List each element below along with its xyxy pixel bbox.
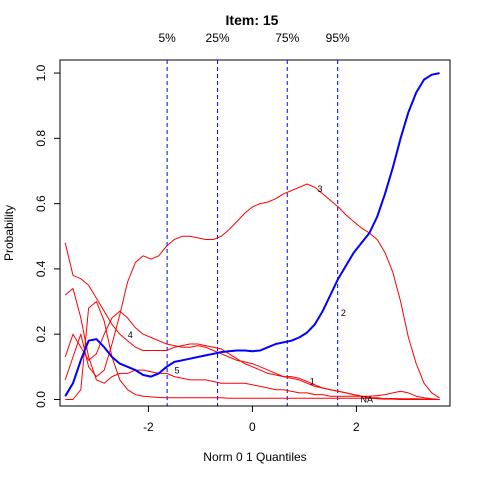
y-axis: 0.0 0.2 0.4 0.6 0.8 1.0 <box>34 64 61 408</box>
y-tick-label: 0.6 <box>34 195 48 212</box>
y-tick-label: 0.8 <box>34 130 48 147</box>
curve-label: NA <box>361 394 374 404</box>
quantile-labels: 5% 25% 75% 95% <box>158 31 350 45</box>
y-tick-label: 0.0 <box>34 391 48 408</box>
y-tick-label: 1.0 <box>34 64 48 81</box>
curve-label: 1 <box>310 377 315 387</box>
series-line-option-2 <box>64 72 440 397</box>
quantile-label: 5% <box>158 31 176 45</box>
series-line-option-1 <box>64 242 440 400</box>
series-line-option-NA <box>65 301 440 400</box>
y-tick-label: 0.2 <box>34 326 48 343</box>
quantile-label: 75% <box>275 31 299 45</box>
quantile-lines <box>166 60 339 406</box>
curve-labels: 3 2 4 5 1 NA <box>128 184 373 405</box>
chart-title: Item: 15 <box>226 12 279 28</box>
x-tick-label: 2 <box>353 420 360 434</box>
x-tick-label: -2 <box>143 420 154 434</box>
x-axis: -2 0 2 <box>143 405 360 434</box>
series-lines <box>64 72 440 400</box>
quantile-label: 25% <box>206 31 230 45</box>
curve-label: 5 <box>174 366 179 376</box>
curve-label: 3 <box>317 184 322 194</box>
x-tick-label: 0 <box>249 420 256 434</box>
plot-frame <box>59 59 451 407</box>
x-axis-title: Norm 0 1 Quantiles <box>203 450 306 464</box>
curve-label: 2 <box>341 308 346 318</box>
quantile-label: 95% <box>326 31 350 45</box>
series-line-option-4 <box>64 310 440 400</box>
curve-label: 4 <box>128 330 133 340</box>
y-tick-label: 0.4 <box>34 260 48 277</box>
y-axis-title: Probability <box>2 205 16 261</box>
series-line-option-5 <box>64 288 440 400</box>
series-line-option-3 <box>64 183 440 399</box>
